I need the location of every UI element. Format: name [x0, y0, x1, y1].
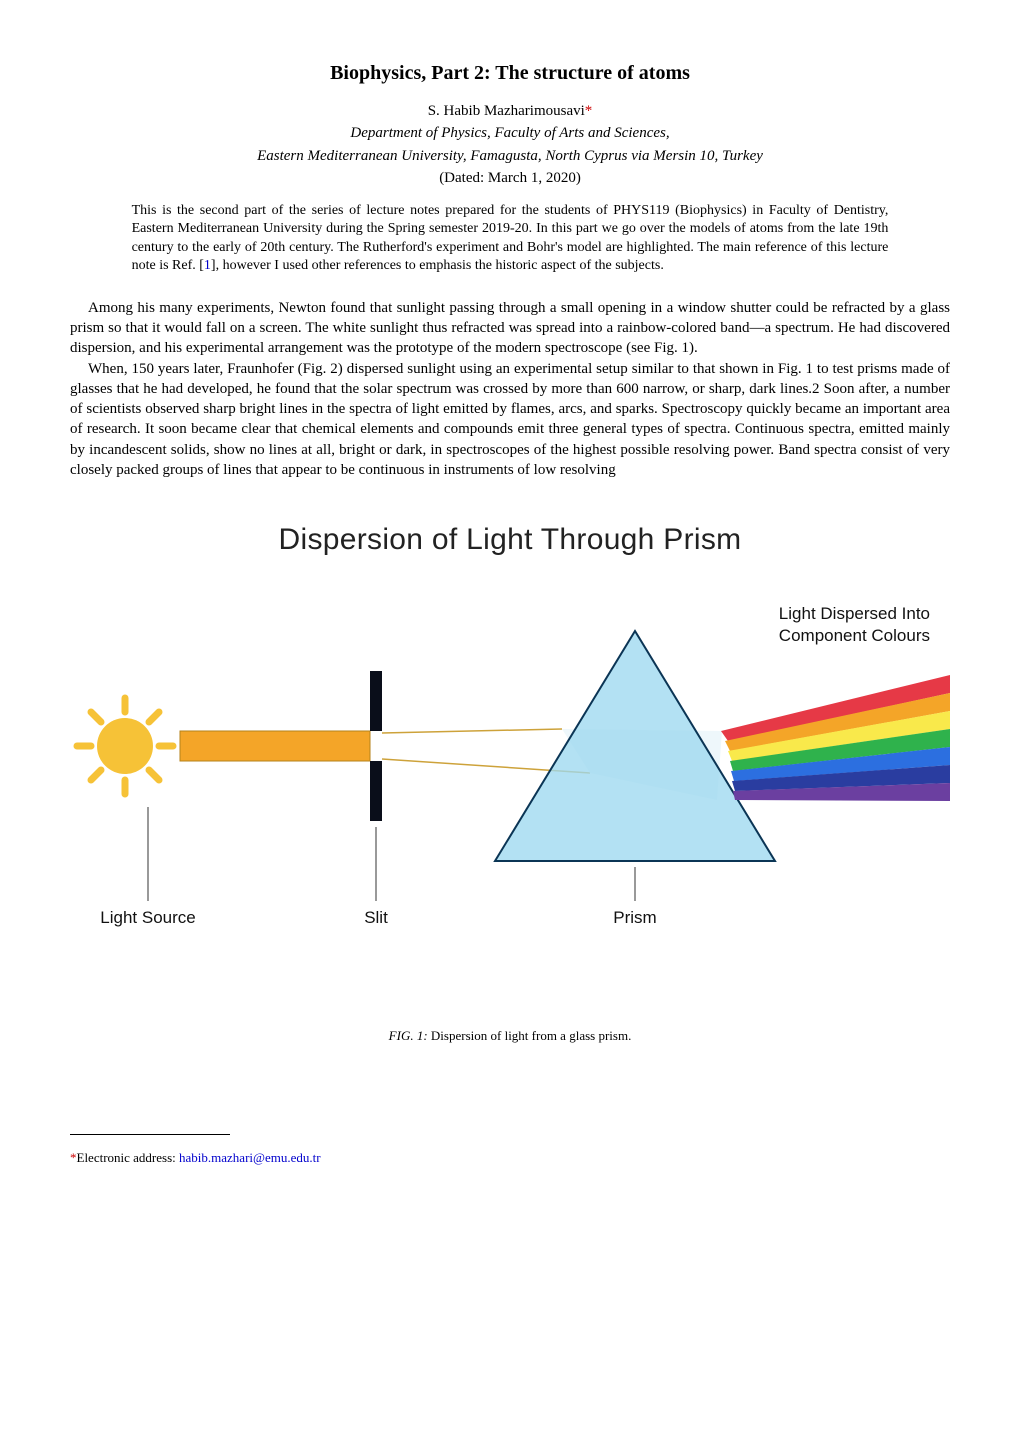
footnote-rule: [70, 1134, 230, 1135]
figure-title: Dispersion of Light Through Prism: [70, 520, 950, 561]
beam-before-slit: [180, 731, 370, 761]
author-line: S. Habib Mazharimousavi*: [70, 101, 950, 121]
footnote: *Electronic address: habib.mazhari@emu.e…: [70, 1149, 950, 1167]
label-prism: Prism: [613, 908, 656, 927]
slit-bottom: [370, 761, 382, 821]
abstract-text-b: ], however I used other references to em…: [211, 258, 664, 273]
figure-caption-label: FIG. 1:: [389, 1028, 428, 1043]
label-slit: Slit: [364, 908, 388, 927]
author-footnote-star: *: [585, 103, 593, 119]
slit-top: [370, 671, 382, 731]
figure-caption-text: Dispersion of light from a glass prism.: [428, 1028, 632, 1043]
beam-line-top: [382, 729, 562, 733]
sun-core: [97, 718, 153, 774]
spectrum: [721, 675, 950, 801]
footnote-email[interactable]: habib.mazhari@emu.edu.tr: [179, 1150, 321, 1165]
affiliation-1: Department of Physics, Faculty of Arts a…: [70, 123, 950, 143]
figure-caption: FIG. 1: Dispersion of light from a glass…: [70, 1027, 950, 1045]
label-dispersed-2: Component Colours: [779, 626, 930, 645]
label-light-source: Light Source: [100, 908, 195, 927]
label-dispersed-1: Light Dispersed Into: [779, 604, 930, 623]
figure-1: Dispersion of Light Through Prism Light …: [70, 520, 950, 1044]
paper-title: Biophysics, Part 2: The structure of ato…: [70, 60, 950, 87]
paper-date: (Dated: March 1, 2020): [70, 168, 950, 188]
paragraph-2: When, 150 years later, Fraunhofer (Fig. …: [70, 359, 950, 481]
paragraph-1: Among his many experiments, Newton found…: [70, 298, 950, 359]
author-name: S. Habib Mazharimousavi: [428, 103, 585, 119]
footnote-label: Electronic address:: [77, 1150, 180, 1165]
sun-icon: [77, 698, 173, 794]
body-text: Among his many experiments, Newton found…: [70, 298, 950, 480]
abstract: This is the second part of the series of…: [132, 202, 889, 276]
prism-diagram: Light Dispersed Into Component Colours: [70, 601, 950, 961]
ref-1-link[interactable]: 1: [204, 258, 211, 273]
affiliation-2: Eastern Mediterranean University, Famagu…: [70, 146, 950, 166]
